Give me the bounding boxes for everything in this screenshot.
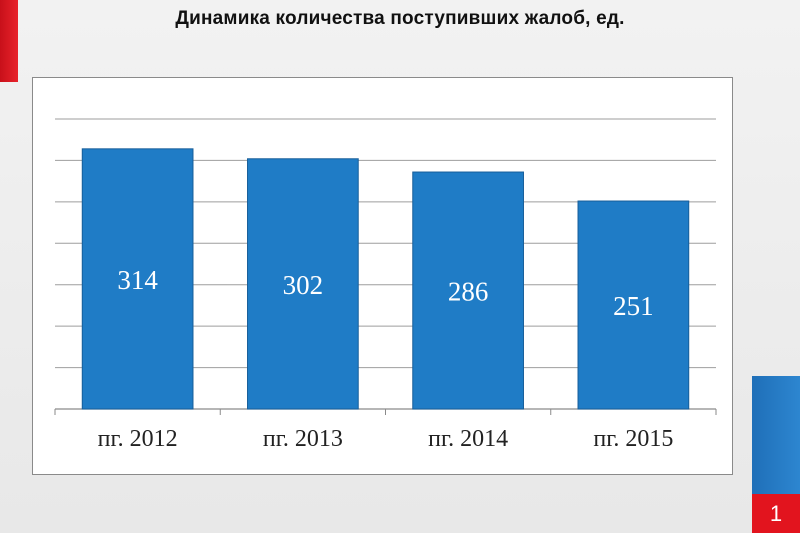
bar-3	[412, 171, 524, 410]
corner-accent-red-bottom-right	[752, 494, 800, 533]
slide-number: 1	[769, 501, 783, 526]
bar-value-label-1: 314	[117, 265, 158, 295]
bar-value-label-2: 302	[283, 270, 324, 300]
bar-chart: 314 пг. 2012 302 пг. 2013 286 пг. 2014 251 пг. …	[54, 118, 717, 452]
x-tick-label-4: пг. 2015	[593, 426, 673, 452]
bar-value-label-3: 286	[448, 277, 489, 307]
bar-2	[247, 158, 359, 410]
corner-accent-blue-bottom-right	[752, 376, 800, 494]
bar-value-label-4: 251	[613, 291, 654, 321]
bar-1	[81, 148, 194, 410]
x-tick-label-2: пг. 2013	[263, 426, 343, 452]
bar-4	[577, 200, 690, 410]
chart-frame: 314 пг. 2012 302 пг. 2013 286 пг. 2014 251 пг. …	[32, 77, 733, 475]
x-tick-label-1: пг. 2012	[98, 426, 178, 452]
chart-title: Динамика количества поступивших жалоб, е…	[175, 8, 625, 29]
corner-accent-red-top-left	[0, 0, 18, 82]
x-tick-label-3: пг. 2014	[428, 426, 508, 452]
